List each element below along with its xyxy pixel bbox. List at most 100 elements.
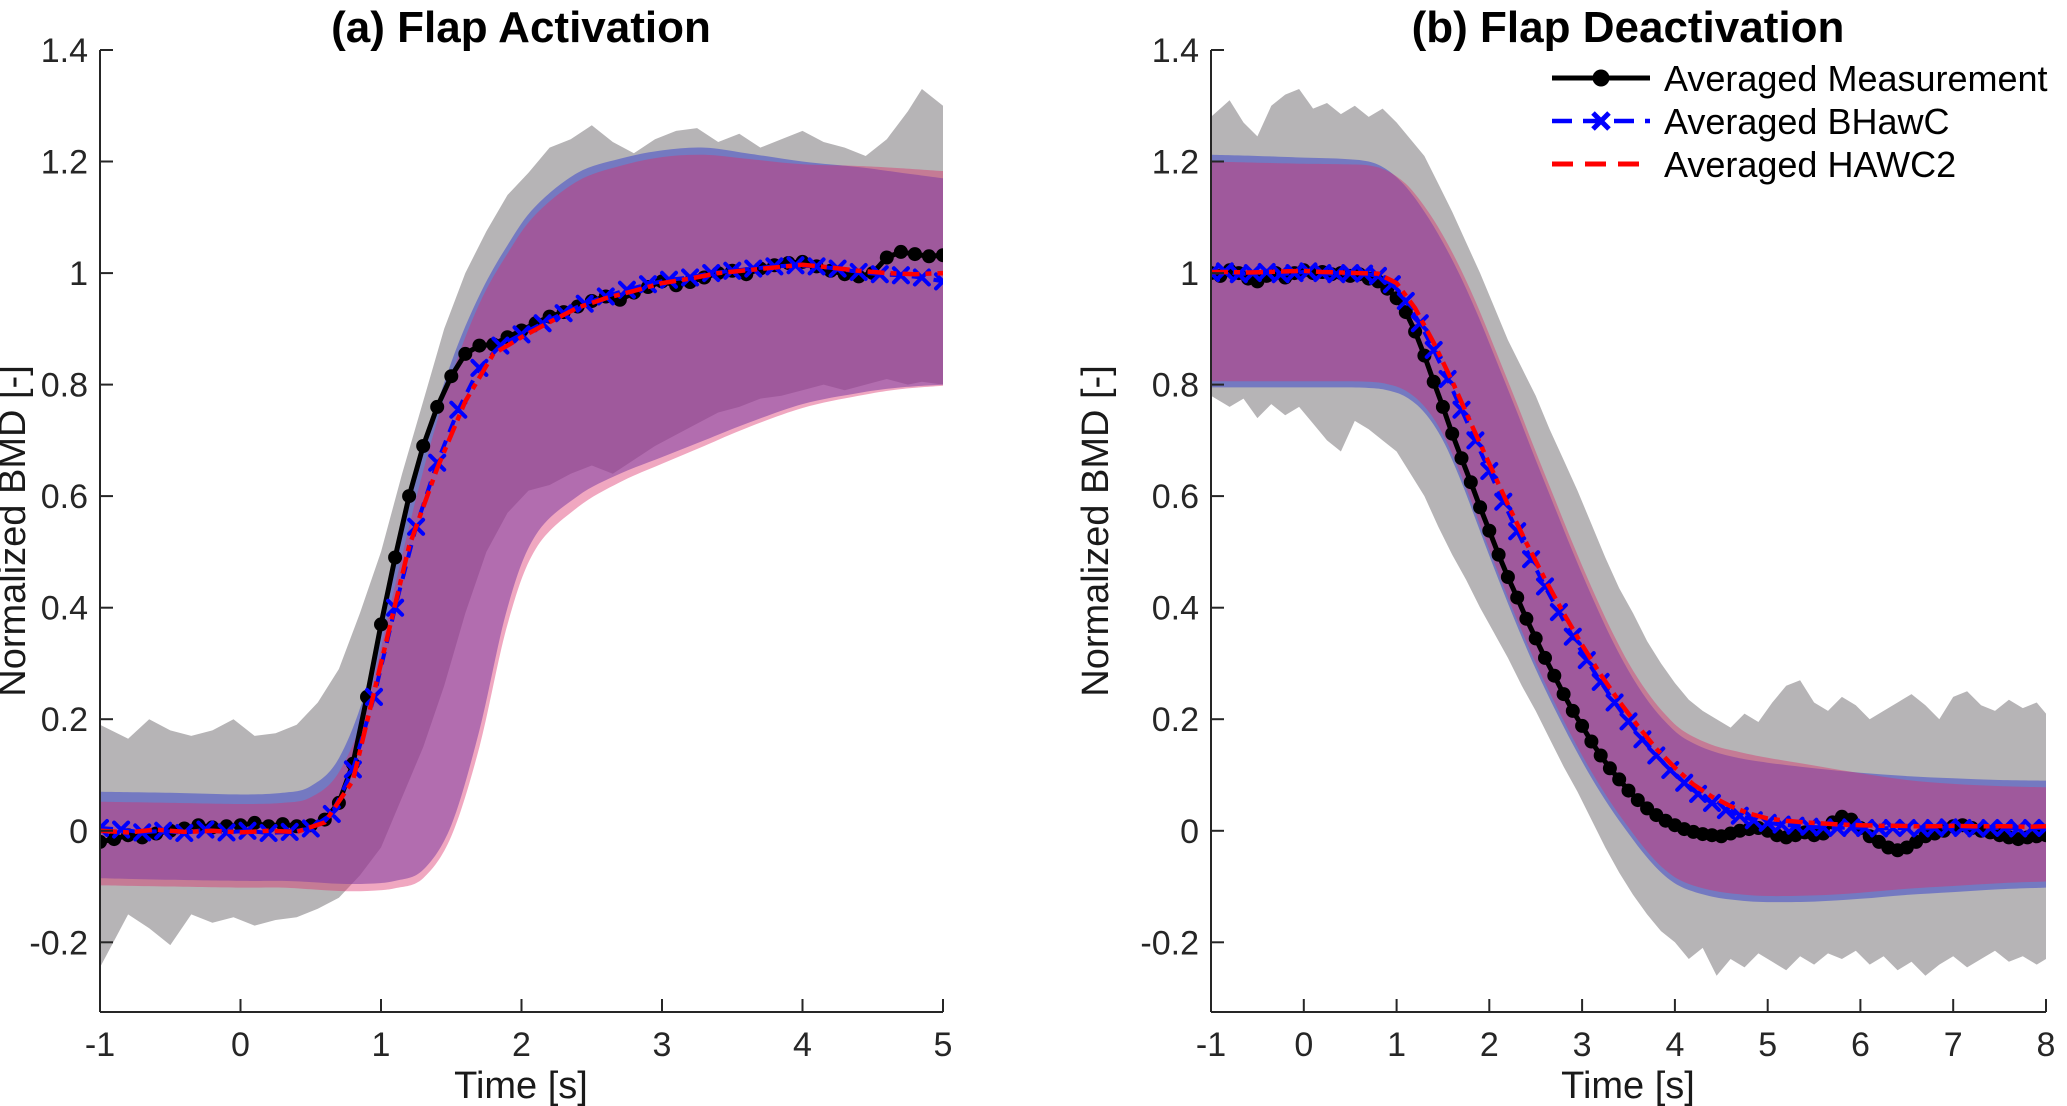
circle-marker	[374, 617, 388, 632]
activation-yaxis-label: Normalized BMD [-]	[0, 365, 34, 697]
y-tick-label: 1	[69, 255, 88, 293]
y-tick-label: 1.4	[41, 32, 88, 70]
legend-label-hawc2: Averaged HAWC2	[1664, 144, 1956, 185]
circle-marker	[893, 244, 908, 259]
deactivation-chart: -0.2 0 0.2 0.4 0.6 0.8 1 1.2 1.4 -1 0 1 2 3 4 5 6 7 8 (b) …	[1075, 3, 2055, 1106]
activation-chart: -0.2 0 0.2 0.4 0.6 0.8 1 1.2 1.4 -1 0 1 2 3 4 5 (a) Fla…	[0, 3, 952, 1106]
circle-marker	[1575, 718, 1590, 733]
x-tick-label: 0	[1294, 1026, 1313, 1064]
legend: Averaged Measurement Averaged BHawC Aver…	[1552, 58, 2048, 185]
circle-marker	[1602, 761, 1617, 776]
circle-marker	[1500, 570, 1515, 584]
bhawc-x-marker-sample	[1591, 111, 1611, 131]
x-tick-label: -1	[85, 1026, 115, 1064]
circle-marker	[472, 338, 487, 353]
x-tick-label: 8	[2037, 1026, 2056, 1064]
x-tick-label: 5	[1758, 1026, 1777, 1064]
y-tick-label: 0.4	[1152, 590, 1199, 628]
y-tick-label: 1.4	[1152, 32, 1199, 70]
circle-marker	[1417, 348, 1432, 363]
circle-marker	[1482, 523, 1497, 538]
x-tick-label: 1	[1387, 1026, 1406, 1064]
circle-marker	[1426, 374, 1441, 389]
deactivation-xaxis-label: Time [s]	[1561, 1065, 1695, 1106]
series-averaged-hawc2	[1211, 268, 2046, 830]
hawc2-spread-band	[100, 154, 943, 892]
circle-marker	[879, 250, 894, 265]
circle-marker	[1621, 783, 1636, 798]
legend-item-bhawc: Averaged BHawC	[1552, 101, 1950, 142]
y-tick-label: 0.8	[1152, 367, 1199, 405]
series-averaged-hawc2	[100, 262, 943, 835]
y-tick-label: 0.6	[41, 478, 88, 516]
circle-marker	[1538, 650, 1552, 665]
deactivation-plot-area: -0.2 0 0.2 0.4 0.6 0.8 1 1.2 1.4 -1 0 1 2 3 4 5 6 7 8	[1140, 32, 2055, 1064]
circle-marker	[1612, 772, 1627, 787]
activation-xaxis-label: Time [s]	[454, 1065, 588, 1106]
x-tick-label: 3	[653, 1026, 672, 1064]
circle-marker	[1510, 590, 1525, 605]
x-tick-label: 6	[1851, 1026, 1870, 1064]
circle-marker	[1398, 305, 1413, 320]
circle-marker	[416, 439, 431, 453]
circle-marker	[1519, 611, 1534, 626]
activation-title: (a) Flap Activation	[331, 3, 711, 52]
y-tick-label: 1	[1180, 255, 1199, 293]
x-tick-label: -1	[1196, 1026, 1226, 1064]
y-tick-label: -0.2	[1140, 924, 1199, 962]
series-line	[100, 262, 943, 835]
y-tick-label: 0.2	[41, 701, 88, 739]
legend-item-hawc2: Averaged HAWC2	[1552, 144, 1956, 185]
activation-plot-area: -0.2 0 0.2 0.4 0.6 0.8 1 1.2 1.4 -1 0 1 2 3 4 5	[29, 32, 952, 1064]
circle-marker	[1556, 687, 1571, 702]
y-tick-label: -0.2	[29, 924, 88, 962]
circle-marker	[1528, 631, 1543, 646]
circle-marker	[100, 834, 107, 849]
x-tick-label: 0	[231, 1026, 250, 1064]
circle-marker	[922, 249, 936, 264]
deactivation-yaxis-label: Normalized BMD [-]	[1075, 365, 1117, 697]
circle-marker	[1593, 748, 1608, 763]
deactivation-title: (b) Flap Deactivation	[1412, 3, 1845, 52]
x-tick-label: 2	[512, 1026, 531, 1064]
circle-marker	[1565, 703, 1580, 718]
circle-marker	[1463, 475, 1478, 490]
axes: -0.2 0 0.2 0.4 0.6 0.8 1 1.2 1.4 -1 0 1 2 3 4 5 6 7 8	[1140, 32, 2055, 1064]
bands-and-series	[100, 89, 943, 968]
y-tick-label: 0.4	[41, 590, 88, 628]
x-tick-label: 7	[1944, 1026, 1963, 1064]
circle-marker	[1445, 426, 1460, 441]
circle-marker	[1584, 734, 1599, 749]
y-tick-label: 0	[69, 813, 88, 851]
circle-marker	[458, 346, 473, 361]
circle-marker	[1547, 668, 1562, 683]
circle-marker	[444, 369, 459, 384]
circle-marker	[1630, 793, 1645, 808]
y-tick-label: 0.6	[1152, 478, 1199, 516]
series-line	[1211, 268, 2046, 830]
x-tick-label: 4	[793, 1026, 812, 1064]
legend-item-measurement: Averaged Measurement	[1552, 58, 2048, 99]
x-tick-label: 5	[934, 1026, 953, 1064]
x-tick-label: 1	[372, 1026, 391, 1064]
circle-marker	[1454, 451, 1469, 466]
y-tick-label: 0	[1180, 813, 1199, 851]
legend-label-bhawc: Averaged BHawC	[1664, 101, 1950, 142]
measurement-marker-sample	[1592, 69, 1610, 87]
bands-and-series	[1211, 89, 2046, 976]
circle-marker	[1408, 324, 1423, 339]
circle-marker	[402, 489, 417, 504]
y-tick-label: 1.2	[1152, 144, 1199, 182]
circle-marker	[907, 247, 922, 262]
x-tick-label: 4	[1665, 1026, 1684, 1064]
circle-marker	[1473, 500, 1488, 515]
x-tick-label: 2	[1480, 1026, 1499, 1064]
circle-marker	[1491, 547, 1506, 562]
circle-marker	[430, 399, 445, 414]
circle-marker	[1435, 399, 1450, 414]
y-tick-label: 0.8	[41, 367, 88, 405]
y-tick-label: 1.2	[41, 144, 88, 182]
x-tick-label: 3	[1573, 1026, 1592, 1064]
circle-marker	[388, 550, 403, 565]
